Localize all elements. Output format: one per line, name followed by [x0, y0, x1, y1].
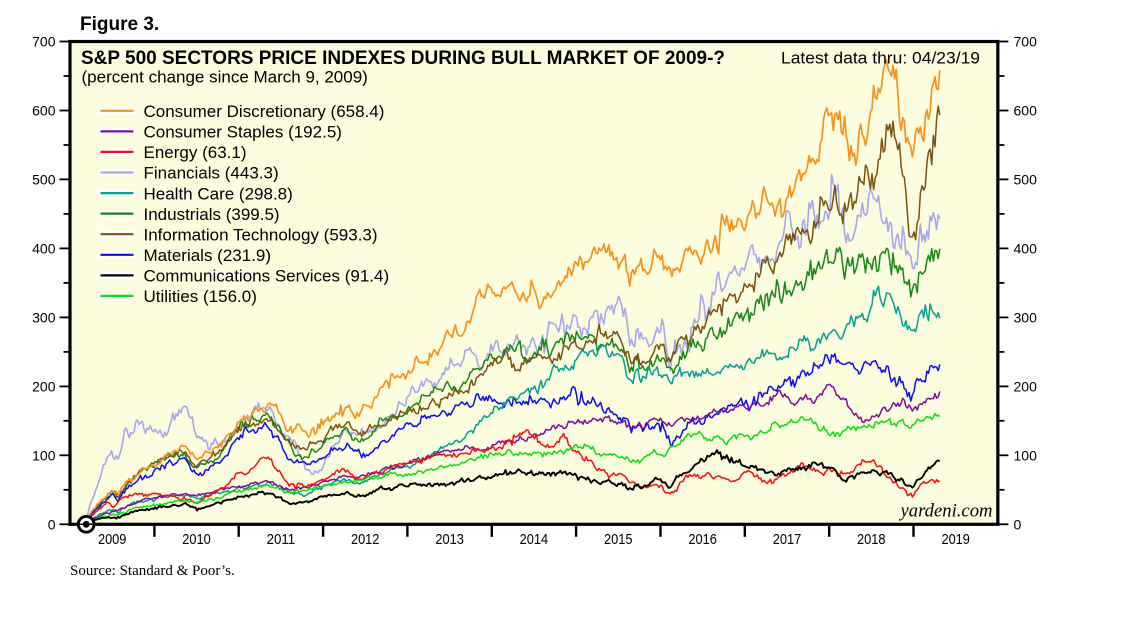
svg-text:Source: Standard & Poor’s.: Source: Standard & Poor’s.: [70, 563, 235, 579]
svg-text:2018: 2018: [857, 531, 886, 548]
svg-text:0: 0: [1014, 516, 1022, 532]
svg-text:(percent change since March 9,: (percent change since March 9, 2009): [82, 68, 368, 87]
svg-text:Health Care (298.8): Health Care (298.8): [144, 184, 293, 203]
svg-text:100: 100: [32, 447, 56, 463]
svg-text:S&P 500 SECTORS PRICE INDEXES: S&P 500 SECTORS PRICE INDEXES DURING BUL…: [81, 48, 725, 69]
svg-text:Latest data thru: 04/23/19: Latest data thru: 04/23/19: [781, 49, 980, 68]
svg-text:100: 100: [1014, 447, 1038, 463]
svg-text:2015: 2015: [604, 531, 633, 548]
svg-text:2013: 2013: [435, 531, 464, 548]
svg-text:0: 0: [48, 516, 56, 532]
svg-text:700: 700: [32, 34, 56, 50]
svg-text:Energy (63.1): Energy (63.1): [144, 143, 247, 162]
svg-text:Communications Services (91.4): Communications Services (91.4): [144, 267, 390, 286]
svg-text:300: 300: [1014, 309, 1038, 325]
svg-text:Financials (443.3): Financials (443.3): [144, 164, 279, 183]
svg-text:2011: 2011: [267, 531, 296, 548]
svg-text:2010: 2010: [182, 531, 211, 548]
svg-text:Consumer Staples (192.5): Consumer Staples (192.5): [144, 123, 342, 142]
svg-text:2009: 2009: [98, 531, 127, 548]
svg-text:2012: 2012: [351, 531, 380, 548]
svg-text:400: 400: [32, 240, 56, 256]
svg-text:600: 600: [32, 103, 56, 119]
svg-text:200: 200: [32, 378, 56, 394]
svg-text:200: 200: [1014, 378, 1038, 394]
svg-text:400: 400: [1014, 240, 1038, 256]
svg-text:500: 500: [32, 171, 56, 187]
svg-text:Materials (231.9): Materials (231.9): [144, 246, 272, 265]
svg-text:300: 300: [32, 309, 56, 325]
svg-text:Consumer Discretionary (658.4): Consumer Discretionary (658.4): [144, 102, 385, 121]
svg-text:2019: 2019: [941, 531, 970, 548]
svg-text:Utilities (156.0): Utilities (156.0): [144, 287, 257, 306]
svg-text:Figure 3.: Figure 3.: [80, 14, 159, 35]
svg-text:600: 600: [1014, 103, 1038, 119]
svg-text:Industrials (399.5): Industrials (399.5): [144, 205, 280, 224]
svg-text:500: 500: [1014, 171, 1038, 187]
svg-text:2014: 2014: [520, 531, 549, 548]
svg-text:700: 700: [1014, 34, 1038, 50]
svg-text:Information Technology (593.3): Information Technology (593.3): [144, 225, 378, 244]
svg-text:2016: 2016: [688, 531, 717, 548]
svg-text:2017: 2017: [773, 531, 802, 548]
svg-text:yardeni.com: yardeni.com: [899, 501, 993, 522]
